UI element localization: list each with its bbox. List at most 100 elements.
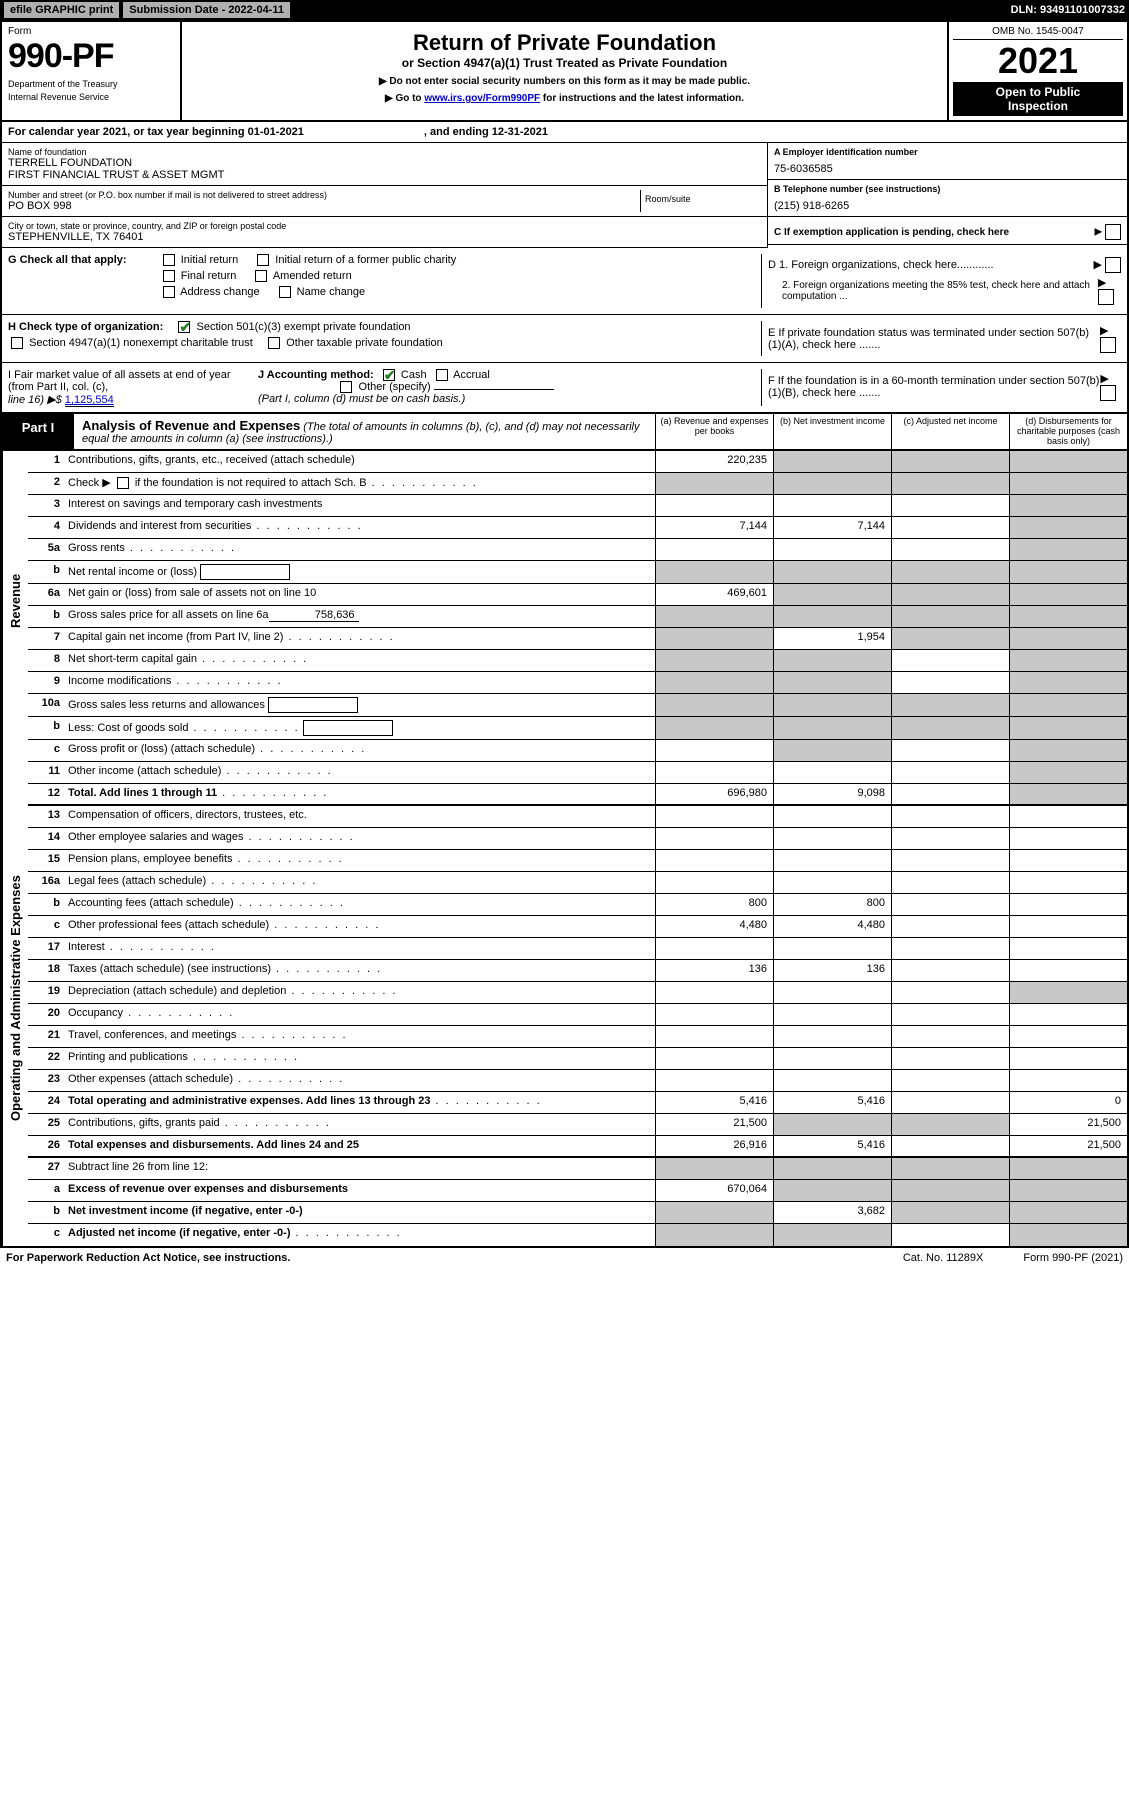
chk-d2[interactable] [1098, 289, 1114, 305]
note-goto-pre: ▶ Go to [385, 93, 424, 104]
form-link[interactable]: www.irs.gov/Form990PF [424, 93, 540, 104]
side-tabs: Revenue Operating and Administrative Exp… [2, 451, 28, 1246]
row-16a: 16aLegal fees (attach schedule) [28, 872, 1127, 894]
note-goto: ▶ Go to www.irs.gov/Form990PF for instru… [190, 93, 939, 104]
chk-d1[interactable] [1105, 257, 1121, 273]
col-d-head: (d) Disbursements for charitable purpose… [1009, 414, 1127, 449]
form-header: Form 990-PF Department of the Treasury I… [0, 20, 1129, 122]
row-17: 17Interest [28, 938, 1127, 960]
chk-final[interactable] [163, 270, 175, 282]
row-10c: cGross profit or (loss) (attach schedule… [28, 740, 1127, 762]
row-15: 15Pension plans, employee benefits [28, 850, 1127, 872]
fmv-value: 1,125,554 [65, 394, 114, 407]
chk-other-taxable[interactable] [268, 337, 280, 349]
foundation-info: Name of foundation TERRELL FOUNDATION FI… [0, 143, 1129, 248]
chk-amended[interactable] [255, 270, 267, 282]
row-12: 12Total. Add lines 1 through 11696,9809,… [28, 784, 1127, 806]
chk-cash[interactable] [383, 369, 395, 381]
row-10b: bLess: Cost of goods sold [28, 717, 1127, 740]
form-title: Return of Private Foundation [190, 30, 939, 56]
chk-initial-former[interactable] [257, 254, 269, 266]
row-4: 4Dividends and interest from securities7… [28, 517, 1127, 539]
chk-namechg[interactable] [279, 286, 291, 298]
row-25: 25Contributions, gifts, grants paid21,50… [28, 1114, 1127, 1136]
g-left: G Check all that apply: Initial return I… [8, 254, 761, 308]
dln: DLN: 93491101007332 [1011, 4, 1125, 16]
row-14: 14Other employee salaries and wages [28, 828, 1127, 850]
chk-schb[interactable] [117, 477, 129, 489]
row-16b: bAccounting fees (attach schedule)800800 [28, 894, 1127, 916]
form-word: Form [8, 26, 174, 37]
chk-501c3[interactable] [178, 321, 190, 333]
analysis-table: Revenue Operating and Administrative Exp… [0, 451, 1129, 1248]
chk-f[interactable] [1100, 385, 1116, 401]
arrow-icon: ▶ [1095, 224, 1121, 240]
top-bar: efile GRAPHIC print Submission Date - 20… [0, 0, 1129, 20]
section-i: I Fair market value of all assets at end… [8, 369, 258, 406]
header-left: Form 990-PF Department of the Treasury I… [2, 22, 182, 120]
section-g: G Check all that apply: Initial return I… [0, 248, 1129, 315]
address-row: Number and street (or P.O. box number if… [2, 186, 767, 217]
section-ij: I Fair market value of all assets at end… [0, 363, 1129, 414]
row-5a: 5aGross rents [28, 539, 1127, 561]
row-2: 2Check ▶ if the foundation is not requir… [28, 473, 1127, 495]
open-to-public: Open to Public Inspection [953, 82, 1123, 116]
c-checkbox[interactable] [1105, 224, 1121, 240]
name-cell: Name of foundation TERRELL FOUNDATION FI… [2, 143, 767, 186]
col-b-head: (b) Net investment income [773, 414, 891, 449]
chk-initial[interactable] [163, 254, 175, 266]
revenue-tab: Revenue [2, 451, 28, 751]
part1-title: Analysis of Revenue and Expenses (The to… [74, 414, 655, 449]
row-6b: bGross sales price for all assets on lin… [28, 606, 1127, 628]
chk-e[interactable] [1100, 337, 1116, 353]
submission-date: Submission Date - 2022-04-11 [123, 2, 290, 18]
tax-year: 2021 [953, 40, 1123, 82]
address-cell: Number and street (or P.O. box number if… [8, 190, 641, 212]
row-19: 19Depreciation (attach schedule) and dep… [28, 982, 1127, 1004]
header-center: Return of Private Foundation or Section … [182, 22, 947, 120]
row-1: 1Contributions, gifts, grants, etc., rec… [28, 451, 1127, 473]
row-18: 18Taxes (attach schedule) (see instructi… [28, 960, 1127, 982]
section-j: J Accounting method: Cash Accrual Other … [258, 369, 761, 406]
row-9: 9Income modifications [28, 672, 1127, 694]
g-right: D 1. Foreign organizations, check here..… [761, 254, 1121, 308]
row-8: 8Net short-term capital gain [28, 650, 1127, 672]
chk-addrchg[interactable] [163, 286, 175, 298]
page-footer: For Paperwork Reduction Act Notice, see … [0, 1248, 1129, 1268]
form-subtitle: or Section 4947(a)(1) Trust Treated as P… [190, 56, 939, 70]
row-16c: cOther professional fees (attach schedul… [28, 916, 1127, 938]
footer-formid: Form 990-PF (2021) [1023, 1252, 1123, 1264]
info-right: A Employer identification number 75-6036… [767, 143, 1127, 248]
info-left: Name of foundation TERRELL FOUNDATION FI… [2, 143, 767, 248]
row-24: 24Total operating and administrative exp… [28, 1092, 1127, 1114]
dept-line1: Department of the Treasury [8, 79, 174, 89]
row-7: 7Capital gain net income (from Part IV, … [28, 628, 1127, 650]
row-27: 27Subtract line 26 from line 12: [28, 1158, 1127, 1180]
row-5b: bNet rental income or (loss) [28, 561, 1127, 584]
footer-catno: Cat. No. 11289X [903, 1252, 984, 1264]
row-27c: cAdjusted net income (if negative, enter… [28, 1224, 1127, 1246]
footer-left: For Paperwork Reduction Act Notice, see … [6, 1252, 290, 1264]
h-left: H Check type of organization: Section 50… [8, 321, 761, 356]
row-27b: bNet investment income (if negative, ent… [28, 1202, 1127, 1224]
chk-other-method[interactable] [340, 381, 352, 393]
note-ssn: ▶ Do not enter social security numbers o… [190, 76, 939, 87]
row-3: 3Interest on savings and temporary cash … [28, 495, 1127, 517]
chk-accrual[interactable] [436, 369, 448, 381]
row-10a: 10aGross sales less returns and allowanc… [28, 694, 1127, 717]
chk-4947[interactable] [11, 337, 23, 349]
row-23: 23Other expenses (attach schedule) [28, 1070, 1127, 1092]
col-a-head: (a) Revenue and expenses per books [655, 414, 773, 449]
row-22: 22Printing and publications [28, 1048, 1127, 1070]
ein-cell: A Employer identification number 75-6036… [768, 143, 1127, 180]
row-26: 26Total expenses and disbursements. Add … [28, 1136, 1127, 1158]
rows: 1Contributions, gifts, grants, etc., rec… [28, 451, 1127, 1246]
row-27a: aExcess of revenue over expenses and dis… [28, 1180, 1127, 1202]
note-goto-post: for instructions and the latest informat… [540, 93, 744, 104]
phone-cell: B Telephone number (see instructions) (2… [768, 180, 1127, 217]
part1-header: Part I Analysis of Revenue and Expenses … [0, 414, 1129, 451]
col-c-head: (c) Adjusted net income [891, 414, 1009, 449]
row-11: 11Other income (attach schedule) [28, 762, 1127, 784]
calyear-ending: , and ending 12-31-2021 [424, 126, 548, 138]
calyear-text: For calendar year 2021, or tax year begi… [8, 126, 304, 138]
